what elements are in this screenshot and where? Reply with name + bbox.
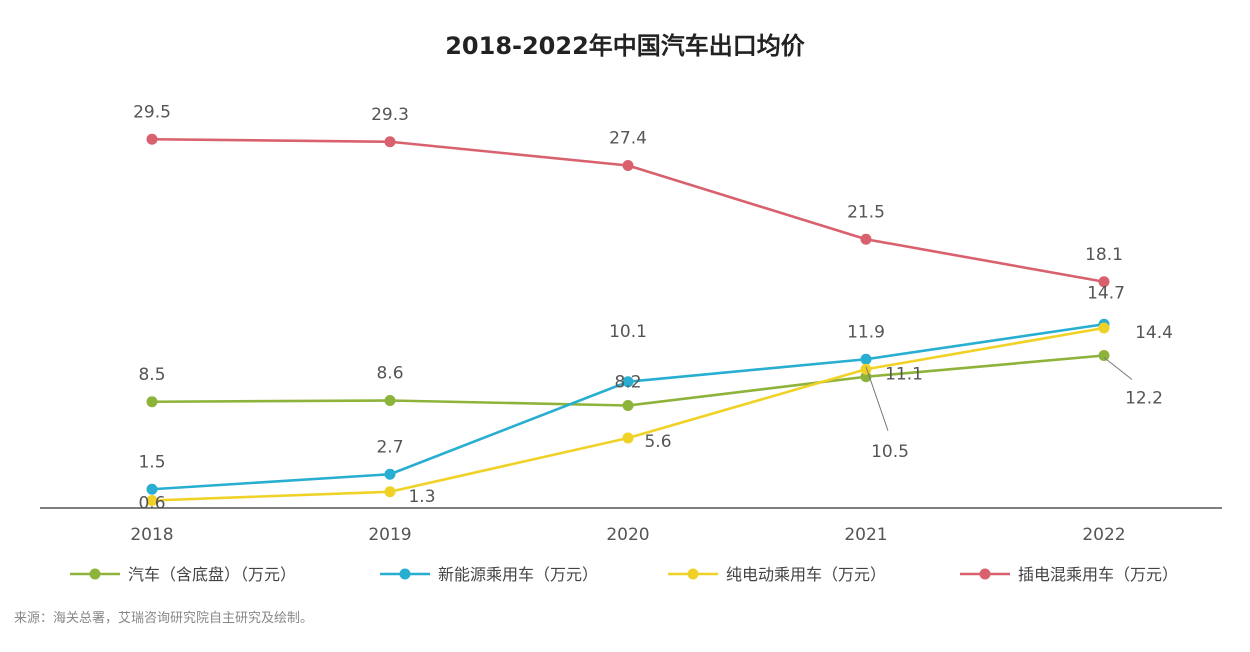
legend-swatch-marker: [979, 568, 991, 580]
data-point: [146, 396, 158, 408]
data-point: [622, 432, 634, 444]
data-label: 1.3: [408, 487, 435, 507]
legend-label: 纯电动乘用车（万元）: [726, 565, 886, 584]
legend-swatch-marker: [89, 568, 101, 580]
legend-swatch-marker: [687, 568, 699, 580]
data-point: [860, 353, 872, 365]
data-point: [622, 376, 634, 388]
data-label: 0.6: [138, 494, 165, 514]
legend: 汽车（含底盘）（万元） 新能源乘用车（万元） 纯电动乘用车（万元） 插电混乘用车（万元…: [70, 565, 1178, 584]
data-label: 10.1: [609, 322, 647, 342]
data-point: [1098, 276, 1110, 288]
legend-swatch-marker: [399, 568, 411, 580]
label-leader-line: [865, 366, 889, 431]
data-label: 11.1: [885, 364, 923, 384]
data-point: [384, 468, 396, 480]
data-point: [146, 495, 158, 506]
data-label: 1.5: [138, 452, 165, 472]
data-label: 5.6: [644, 432, 671, 452]
data-label-layer: 29.5 29.3 27.4 21.5 18.1 8.5 8.6 8.2 10.5 12.2 1.5…: [133, 102, 1173, 513]
x-tick-label: 2022: [1082, 525, 1125, 545]
x-tick-label: 2021: [844, 525, 887, 545]
series-2: [146, 322, 1110, 506]
data-point: [860, 363, 872, 375]
data-point: [1098, 350, 1110, 361]
data-label: 8.5: [138, 365, 165, 385]
data-point: [860, 233, 872, 245]
legend-label: 新能源乘用车（万元）: [438, 565, 598, 584]
x-tick-label: 2018: [130, 525, 173, 545]
data-label: 29.3: [371, 105, 409, 125]
data-point: [146, 133, 158, 145]
source-note: 来源：海关总署，艾瑞咨询研究院自主研究及绘制。: [14, 611, 313, 626]
legend-label: 插电混乘用车（万元）: [1018, 565, 1178, 584]
data-point: [1098, 322, 1110, 334]
data-label: 8.6: [376, 364, 403, 384]
label-leader-line: [1103, 357, 1133, 380]
series-line-2: [151, 326, 1105, 502]
data-label: 11.9: [847, 322, 885, 342]
data-point: [384, 136, 396, 148]
data-point: [146, 483, 158, 495]
data-label: 8.2: [614, 373, 641, 393]
data-label: 10.5: [871, 442, 909, 462]
data-point: [384, 486, 396, 498]
data-point: [622, 400, 634, 411]
data-label: 29.5: [133, 102, 171, 122]
data-label: 27.4: [609, 129, 647, 149]
x-tick-layer: 2018 2019 2020 2021 2022: [130, 525, 1125, 545]
data-point: [622, 160, 634, 171]
legend-label: 汽车（含底盘）（万元）: [128, 565, 296, 584]
data-label: 21.5: [847, 202, 885, 222]
x-tick-label: 2020: [606, 525, 649, 545]
series-layer: [146, 133, 1110, 506]
series-3: [146, 133, 1110, 288]
chart-title: 2018-2022年中国汽车出口均价: [445, 32, 806, 60]
data-point: [384, 395, 396, 406]
data-label: 12.2: [1125, 389, 1163, 409]
x-tick-label: 2019: [368, 525, 411, 545]
data-label: 18.1: [1085, 245, 1123, 265]
data-label: 14.4: [1135, 323, 1173, 343]
data-label: 2.7: [376, 437, 403, 457]
data-label: 14.7: [1087, 283, 1125, 303]
